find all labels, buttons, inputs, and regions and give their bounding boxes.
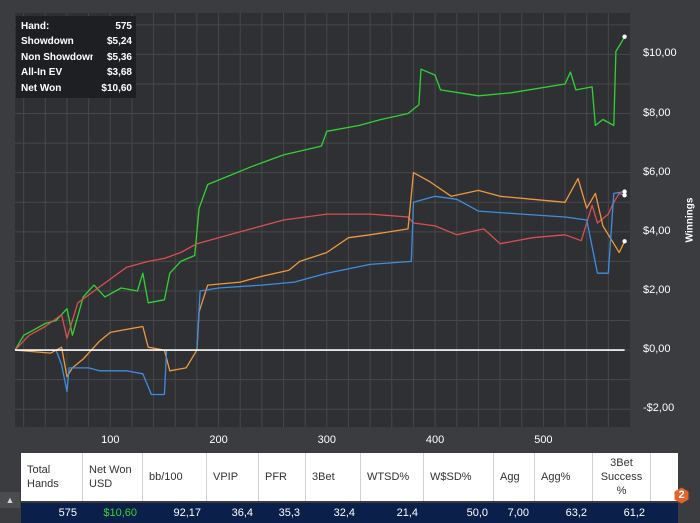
summary-value: $3,68 bbox=[106, 67, 132, 79]
stats-column-header[interactable]: Net Won USD bbox=[83, 453, 143, 501]
summary-label: Showdown bbox=[21, 36, 74, 48]
summary-box: Hand: 575 Showdown $5,24 Non Showdown $5,36… bbox=[16, 16, 136, 98]
x-tick-label: 300 bbox=[317, 434, 337, 446]
summary-row-allin-ev: All-In EV $3,68 bbox=[21, 65, 132, 80]
stats-value: 92,17 bbox=[173, 507, 201, 519]
summary-label: Net Won bbox=[21, 82, 62, 94]
stats-value-row: 575 $10,60 92,17 36,4 35,3 32,4 21,4 50,0 7,00 63… bbox=[21, 503, 678, 523]
summary-label: Hand: bbox=[21, 21, 50, 32]
stats-value: 61,2 bbox=[623, 507, 645, 519]
series-line bbox=[14, 36, 626, 351]
stats-header-row: Total Hands Net Won USD bb/100 VPIP PFR 3Bet W… bbox=[21, 453, 678, 501]
stats-value: 35,3 bbox=[278, 507, 300, 519]
y-tick-label: $0,00 bbox=[643, 343, 671, 356]
summary-row-hand: Hand: 575 bbox=[21, 19, 132, 34]
series-end-marker bbox=[622, 34, 627, 39]
summary-label: All-In EV bbox=[21, 67, 63, 79]
series-end-marker bbox=[622, 192, 627, 198]
series-end-marker bbox=[622, 189, 627, 194]
series-line bbox=[14, 172, 626, 378]
series-end-marker bbox=[622, 239, 627, 244]
stats-value: 32,4 bbox=[333, 507, 355, 519]
summary-value: $5,36 bbox=[106, 51, 132, 63]
y-tick-label: $2,00 bbox=[643, 283, 671, 296]
x-tick-label: 500 bbox=[534, 434, 553, 446]
notification-badge-count: 2 bbox=[678, 489, 685, 501]
stats-column-header[interactable]: 3Bet bbox=[306, 453, 361, 501]
stats-column-header[interactable]: 3Bet Success % bbox=[593, 453, 651, 501]
series-line bbox=[14, 192, 625, 351]
series-lines bbox=[14, 36, 626, 396]
series-line bbox=[15, 190, 625, 396]
y-tick-label: $4,00 bbox=[643, 224, 671, 237]
stats-column-header[interactable]: W$SD% bbox=[424, 453, 494, 501]
stats-column-header[interactable]: Total Hands bbox=[21, 453, 83, 501]
stats-column-header[interactable]: bb/100 bbox=[143, 453, 207, 501]
stats-value: $10,60 bbox=[103, 507, 137, 519]
summary-value: 575 bbox=[115, 21, 132, 32]
x-tick-label: 200 bbox=[209, 434, 228, 446]
series-end-markers bbox=[622, 34, 627, 244]
stats-value: 50,0 bbox=[466, 507, 488, 519]
x-tick-label: 400 bbox=[425, 434, 445, 446]
y-tick-label: -$2,00 bbox=[643, 402, 675, 415]
summary-row-net-won: Net Won $10,60 bbox=[21, 81, 132, 96]
y-tick-label: $6,00 bbox=[643, 165, 671, 178]
summary-row-non-showdown: Non Showdown $5,36 bbox=[21, 50, 132, 65]
stats-column-header[interactable]: PFR bbox=[259, 453, 306, 501]
stats-column-header[interactable]: Agg bbox=[494, 453, 535, 501]
notification-badge-icon[interactable] bbox=[673, 487, 690, 504]
y-tick-label: $8,00 bbox=[643, 106, 671, 119]
stats-column-header[interactable]: VPIP bbox=[207, 453, 259, 501]
summary-value: $5,24 bbox=[106, 36, 132, 48]
stats-column-header[interactable]: WTSD% bbox=[361, 453, 424, 501]
y-tick-label: $10,00 bbox=[643, 47, 677, 60]
summary-label: Non Showdown bbox=[21, 51, 93, 63]
stats-value: 36,4 bbox=[231, 507, 253, 519]
summary-row-showdown: Showdown $5,24 bbox=[21, 34, 132, 49]
collapse-panel-button[interactable]: ▲ bbox=[0, 492, 20, 508]
y-axis-title: Winnings bbox=[684, 197, 696, 243]
stats-column-header[interactable]: Agg% bbox=[535, 453, 593, 501]
x-tick-label: 100 bbox=[101, 434, 120, 446]
summary-value: $10,60 bbox=[101, 82, 132, 94]
stats-value: 7,00 bbox=[507, 507, 529, 519]
stats-value: 575 bbox=[58, 507, 77, 519]
stats-value: 63,2 bbox=[565, 507, 587, 519]
stats-value: 21,4 bbox=[396, 507, 418, 519]
